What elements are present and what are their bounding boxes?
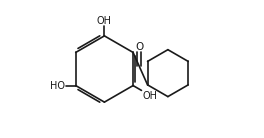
Text: HO: HO: [50, 81, 65, 91]
Text: O: O: [135, 42, 143, 52]
Text: OH: OH: [97, 16, 112, 26]
Text: OH: OH: [142, 91, 157, 101]
